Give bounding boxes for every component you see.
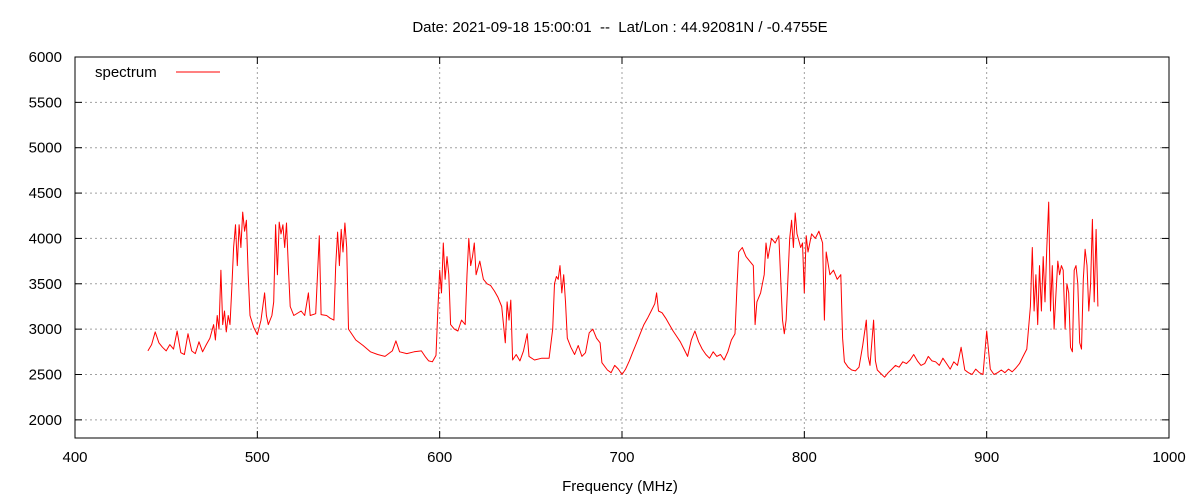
grid-lines [75,57,1169,438]
y-tick-label: 5500 [29,94,62,111]
x-tick-label: 800 [792,449,817,466]
y-axis-ticks: 2000 2500 3000 3500 4000 4500 5000 5500 6000 [29,49,1169,429]
y-tick-label: 6000 [29,49,62,66]
legend: spectrum [95,64,220,81]
y-tick-label: 3000 [29,321,62,338]
y-tick-label: 4500 [29,185,62,202]
y-tick-label: 4000 [29,230,62,247]
x-axis-ticks: 400 500 600 700 800 900 1000 [62,57,1186,466]
x-tick-label: 500 [245,449,270,466]
series-line-spectrum [147,201,1099,378]
y-tick-label: 3500 [29,276,62,293]
x-tick-label: 900 [974,449,999,466]
chart-title: Date: 2021-09-18 15:00:01 -- Lat/Lon : 4… [412,19,827,36]
y-tick-label: 5000 [29,140,62,157]
x-tick-label: 1000 [1152,449,1185,466]
x-tick-label: 600 [427,449,452,466]
legend-label-spectrum: spectrum [95,64,157,81]
plot-frame [74,56,1170,439]
y-tick-label: 2500 [29,367,62,384]
x-axis-label: Frequency (MHz) [562,478,678,495]
x-tick-label: 400 [62,449,87,466]
x-tick-label: 700 [609,449,634,466]
y-tick-label: 2000 [29,412,62,429]
